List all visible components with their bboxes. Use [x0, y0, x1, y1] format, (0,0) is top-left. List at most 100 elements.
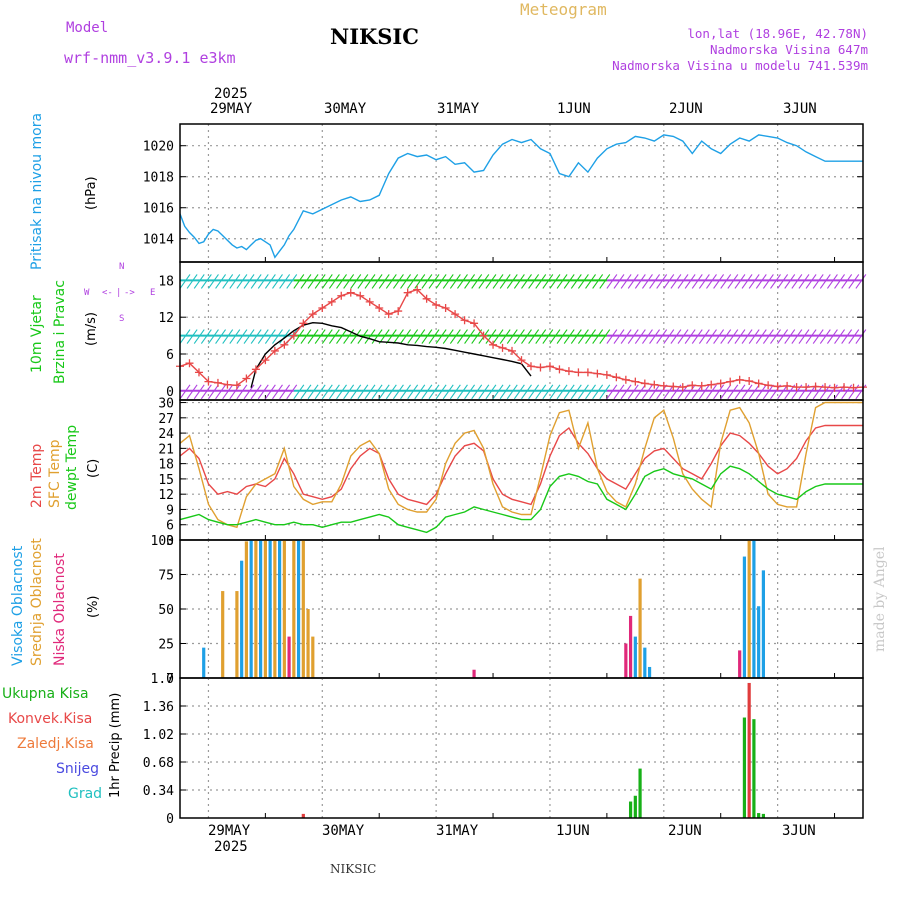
- top-date-label: 1JUN: [557, 101, 591, 117]
- compass-west-arrow: <-: [102, 288, 113, 298]
- cloud-tick-label: 0: [166, 672, 174, 687]
- gust-marker: [194, 368, 203, 377]
- gust-marker: [432, 300, 441, 309]
- legend-freezing-precip: Zaledj.Kisa: [17, 736, 94, 752]
- gust-marker: [640, 379, 649, 388]
- gust-marker: [754, 379, 763, 388]
- gust-marker: [356, 291, 365, 300]
- cloud-tick-label: 75: [158, 569, 174, 584]
- legend-total-precip: Ukupna Kisa: [2, 686, 89, 702]
- compass-west-label: W: [84, 288, 90, 298]
- gust-marker: [498, 343, 507, 352]
- gust-marker: [394, 307, 403, 316]
- gust-marker: [375, 304, 384, 312]
- cloud-tick-label: 50: [158, 603, 174, 618]
- bottom-date-label: 29MAY: [208, 823, 251, 839]
- temperature-tick-label: 3: [166, 534, 174, 549]
- wind-tick-label: 6: [166, 348, 174, 363]
- gust-marker: [726, 377, 735, 386]
- pressure-panel-frame: [179, 123, 864, 263]
- compass-south-label: S: [119, 314, 125, 324]
- gust-marker: [280, 340, 289, 349]
- gust-marker: [270, 346, 279, 355]
- gust-marker: [764, 381, 773, 390]
- bottom-date-label: 30MAY: [322, 823, 365, 839]
- gust-marker: [545, 362, 554, 371]
- gust-marker: [299, 319, 308, 328]
- cloud-bar: [240, 560, 244, 678]
- gust-marker: [650, 380, 659, 389]
- temperature-tick-label: 24: [158, 427, 174, 442]
- pressure-tick-label: 1018: [143, 171, 174, 186]
- temperature-series-line: [179, 465, 863, 534]
- cloud-bar: [761, 570, 765, 678]
- bottom-date-label: 3JUN: [782, 823, 816, 839]
- precip-bar: [638, 768, 642, 818]
- gust-marker: [659, 381, 668, 390]
- pressure-tick-label: 1020: [143, 140, 174, 155]
- gust-marker: [716, 379, 725, 388]
- wind-series-line: [250, 321, 532, 388]
- gust-marker: [251, 365, 260, 374]
- legend-hail: Grad: [68, 786, 103, 802]
- gust-marker: [621, 375, 630, 384]
- cloud-bar: [278, 540, 282, 678]
- lonlat-label: lon,lat (18.96E, 42.78N): [687, 26, 868, 41]
- compass-center-bar: |: [116, 288, 122, 298]
- gust-marker: [479, 331, 488, 340]
- precip-tick-label: 0.68: [143, 756, 174, 771]
- gust-marker: [564, 367, 573, 376]
- gust-marker: [735, 375, 744, 384]
- gust-marker: [526, 362, 535, 371]
- top-date-label: 2JUN: [669, 101, 703, 117]
- cloud-bar: [757, 606, 761, 678]
- cloud-bar: [742, 556, 747, 678]
- pressure-tick-label: 1014: [143, 233, 174, 248]
- cloud-bar: [633, 636, 637, 678]
- cloud-bar: [202, 647, 206, 678]
- precip-tick-label: 1.7: [151, 672, 174, 687]
- cloud-bar: [287, 636, 291, 678]
- gust-marker: [261, 356, 270, 365]
- precip-tick-label: 0.34: [143, 784, 174, 799]
- cloud-bar: [249, 540, 253, 678]
- gust-marker: [337, 291, 346, 300]
- gust-marker: [517, 356, 526, 365]
- wind-tick-label: 18: [158, 274, 174, 289]
- precip-tick-label: 1.36: [143, 700, 174, 715]
- gust-marker: [612, 373, 621, 382]
- gust-marker: [460, 316, 469, 325]
- cloud-bar: [259, 540, 263, 678]
- wind-tick-label: 0: [166, 385, 174, 400]
- top-year-label: 2025: [214, 86, 248, 102]
- temperature-tick-label: 15: [158, 473, 174, 488]
- precip-tick-label: 1.02: [143, 728, 174, 743]
- cloud-tick-label: 25: [158, 638, 174, 653]
- precip-panel-frame: [179, 677, 864, 819]
- cloud-bar: [292, 540, 296, 678]
- compass-east-label: E: [150, 288, 156, 298]
- gust-marker: [745, 376, 754, 385]
- precip-bar: [628, 801, 633, 818]
- compass-east-arrow: ->: [124, 288, 135, 298]
- cloud-bar: [472, 669, 476, 678]
- gust-marker: [242, 374, 251, 383]
- cloud-bar: [301, 540, 305, 678]
- cloud-bar: [235, 591, 239, 678]
- gust-marker: [830, 383, 839, 392]
- gust-marker: [403, 288, 412, 297]
- meteogram-label: Meteogram: [520, 0, 607, 19]
- compass-north-label: N: [119, 262, 125, 272]
- cloud-bar: [752, 540, 756, 678]
- precip-bar: [301, 813, 305, 818]
- temperature-series-line: [179, 424, 863, 506]
- precip-bar: [633, 795, 637, 818]
- temperature-tick-label: 18: [158, 458, 174, 473]
- gust-marker: [470, 319, 479, 328]
- cloud-bar: [647, 666, 652, 678]
- gust-marker: [213, 378, 222, 387]
- cloud-bar: [296, 540, 301, 678]
- gust-marker: [536, 363, 545, 372]
- legend-snow: Snijeg: [56, 761, 100, 777]
